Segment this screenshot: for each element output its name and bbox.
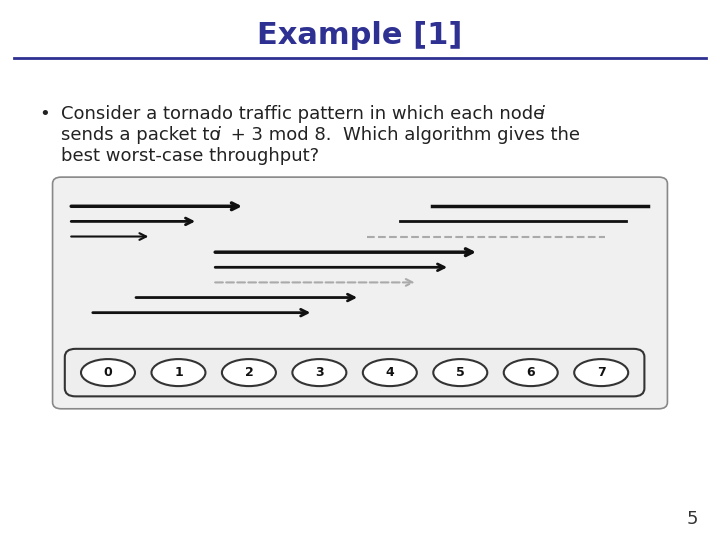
- Ellipse shape: [504, 359, 558, 386]
- Text: i: i: [539, 105, 544, 123]
- Text: Example [1]: Example [1]: [257, 21, 463, 50]
- Ellipse shape: [292, 359, 346, 386]
- FancyBboxPatch shape: [65, 349, 644, 396]
- Text: 4: 4: [385, 366, 395, 379]
- Text: Consider a tornado traffic pattern in which each node: Consider a tornado traffic pattern in wh…: [61, 105, 550, 123]
- Text: i: i: [215, 126, 220, 144]
- Text: + 3 mod 8.  Which algorithm gives the: + 3 mod 8. Which algorithm gives the: [225, 126, 580, 144]
- Text: sends a packet to: sends a packet to: [61, 126, 226, 144]
- Text: 5: 5: [687, 510, 698, 528]
- Text: best worst-case throughput?: best worst-case throughput?: [61, 147, 320, 165]
- Ellipse shape: [151, 359, 205, 386]
- Text: 0: 0: [104, 366, 112, 379]
- FancyBboxPatch shape: [53, 177, 667, 409]
- Ellipse shape: [575, 359, 628, 386]
- Text: 6: 6: [526, 366, 535, 379]
- Text: 7: 7: [597, 366, 606, 379]
- Ellipse shape: [433, 359, 487, 386]
- Text: 1: 1: [174, 366, 183, 379]
- Text: •: •: [40, 105, 50, 123]
- Ellipse shape: [222, 359, 276, 386]
- Text: 2: 2: [245, 366, 253, 379]
- Text: 5: 5: [456, 366, 464, 379]
- Text: 3: 3: [315, 366, 324, 379]
- Ellipse shape: [363, 359, 417, 386]
- Ellipse shape: [81, 359, 135, 386]
